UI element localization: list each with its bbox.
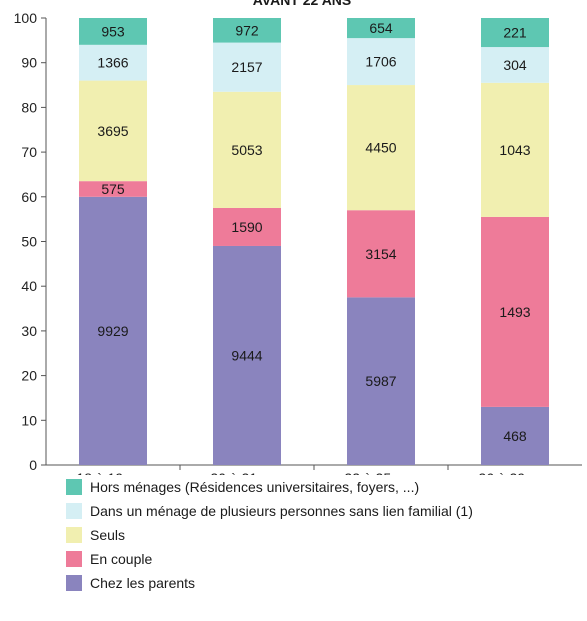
- stacked-bar-chart: AVANT 22 ANS 0 10 20 30 40 50 60 70 80 90 100 18 à …: [14, 0, 582, 475]
- legend-swatch: [66, 575, 82, 591]
- data-label: 1590: [231, 219, 262, 235]
- bar-segment: [79, 196, 147, 466]
- legend-swatch: [66, 551, 82, 567]
- data-label: 9929: [97, 323, 128, 339]
- data-label: 4450: [365, 140, 396, 156]
- data-label: 5987: [365, 373, 396, 389]
- x-tick-label: 20 à 21 ans: [210, 470, 283, 475]
- data-label: 9444: [231, 347, 262, 363]
- bar-segment: [79, 18, 147, 45]
- y-tick-label: 100: [14, 10, 38, 26]
- data-label: 5053: [231, 142, 262, 158]
- legend-item: Hors ménages (Résidences universitaires,…: [66, 475, 581, 499]
- data-label: 3695: [97, 123, 128, 139]
- legend-label: Dans un ménage de plusieurs personnes sa…: [90, 503, 473, 519]
- legend-item: Chez les parents: [66, 571, 581, 595]
- data-label: 2157: [231, 59, 262, 75]
- data-label: 1366: [97, 55, 128, 71]
- data-label: 654: [369, 20, 393, 36]
- legend-item: En couple: [66, 547, 581, 571]
- x-tick-label: 22 à 25 ans: [344, 470, 417, 475]
- bar-segment: [481, 82, 549, 217]
- y-tick-label: 10: [21, 412, 37, 428]
- legend-label: En couple: [90, 551, 153, 567]
- y-tick-label: 0: [29, 457, 37, 473]
- bar-segment: [481, 18, 549, 48]
- legend-swatch: [66, 503, 82, 519]
- y-tick-label: 90: [21, 55, 37, 71]
- y-tick-label: 30: [21, 323, 37, 339]
- bar-segment: [481, 406, 549, 465]
- data-label: 575: [101, 181, 125, 197]
- x-tick-label: 18 à 19 ans: [76, 470, 149, 475]
- y-tick-label: 50: [21, 234, 37, 250]
- legend-label: Hors ménages (Résidences universitaires,…: [90, 479, 420, 495]
- legend-label: Chez les parents: [90, 575, 196, 591]
- data-label: 1706: [365, 54, 396, 70]
- data-label: 221: [503, 25, 527, 41]
- legend-label: Seuls: [90, 527, 126, 543]
- y-tick-label: 20: [21, 368, 37, 384]
- data-label: 1493: [499, 304, 530, 320]
- legend-item: Dans un ménage de plusieurs personnes sa…: [66, 499, 581, 523]
- bar-segment: [347, 210, 415, 298]
- x-tick-label: 26 à 29 ans: [478, 470, 551, 475]
- legend-swatch: [66, 527, 82, 543]
- data-label: 1043: [499, 142, 530, 158]
- bar-segment: [213, 245, 281, 465]
- bar-segment: [347, 297, 415, 465]
- bar-segment: [481, 47, 549, 83]
- bar-segment: [213, 207, 281, 246]
- legend-item: Seuls: [66, 523, 581, 547]
- legend: Hors ménages (Résidences universitaires,…: [66, 475, 581, 595]
- data-label: 304: [503, 57, 527, 73]
- data-label: 953: [101, 23, 125, 39]
- bar-segment: [481, 216, 549, 407]
- y-tick-label: 40: [21, 278, 37, 294]
- bar-segment: [213, 18, 281, 43]
- bar-segment: [347, 38, 415, 86]
- data-label: 972: [235, 22, 259, 38]
- y-tick-label: 80: [21, 99, 37, 115]
- bar-segment: [347, 18, 415, 39]
- data-label: 3154: [365, 246, 396, 262]
- y-tick-label: 60: [21, 189, 37, 205]
- bar-segment: [347, 85, 415, 211]
- legend-swatch: [66, 479, 82, 495]
- bar-segment: [79, 44, 147, 81]
- bar-segment: [213, 91, 281, 208]
- bar-segment: [213, 42, 281, 92]
- bar-segment: [79, 80, 147, 182]
- chart-title: AVANT 22 ANS: [253, 0, 352, 8]
- y-tick-label: 70: [21, 144, 37, 160]
- data-label: 468: [503, 428, 527, 444]
- bar-segment: [79, 181, 147, 197]
